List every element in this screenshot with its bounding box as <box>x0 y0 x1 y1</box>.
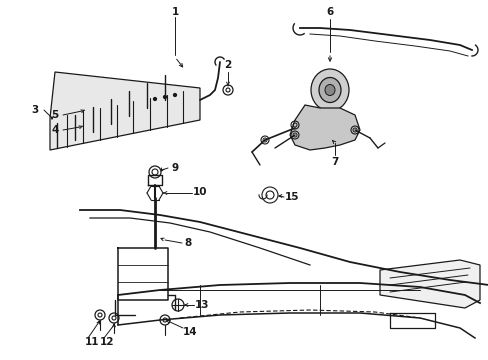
Text: 7: 7 <box>331 157 338 167</box>
Circle shape <box>163 95 166 99</box>
Text: 3: 3 <box>31 105 39 115</box>
Circle shape <box>173 94 176 96</box>
Text: 1: 1 <box>171 7 178 17</box>
Text: 2: 2 <box>224 60 231 70</box>
Text: 6: 6 <box>325 7 333 17</box>
Ellipse shape <box>318 77 340 103</box>
Text: 9: 9 <box>171 163 178 173</box>
Text: 14: 14 <box>183 327 197 337</box>
Polygon shape <box>50 72 200 150</box>
Text: 8: 8 <box>184 238 191 248</box>
Text: 5: 5 <box>51 110 59 120</box>
Text: 15: 15 <box>285 192 299 202</box>
Polygon shape <box>379 260 479 308</box>
Ellipse shape <box>325 85 334 95</box>
Text: 10: 10 <box>193 187 207 197</box>
Circle shape <box>153 98 156 100</box>
Text: 13: 13 <box>195 300 209 310</box>
Ellipse shape <box>310 69 348 111</box>
Text: 4: 4 <box>51 125 59 135</box>
Text: 11: 11 <box>85 337 99 347</box>
Text: 12: 12 <box>100 337 114 347</box>
Polygon shape <box>289 105 359 150</box>
